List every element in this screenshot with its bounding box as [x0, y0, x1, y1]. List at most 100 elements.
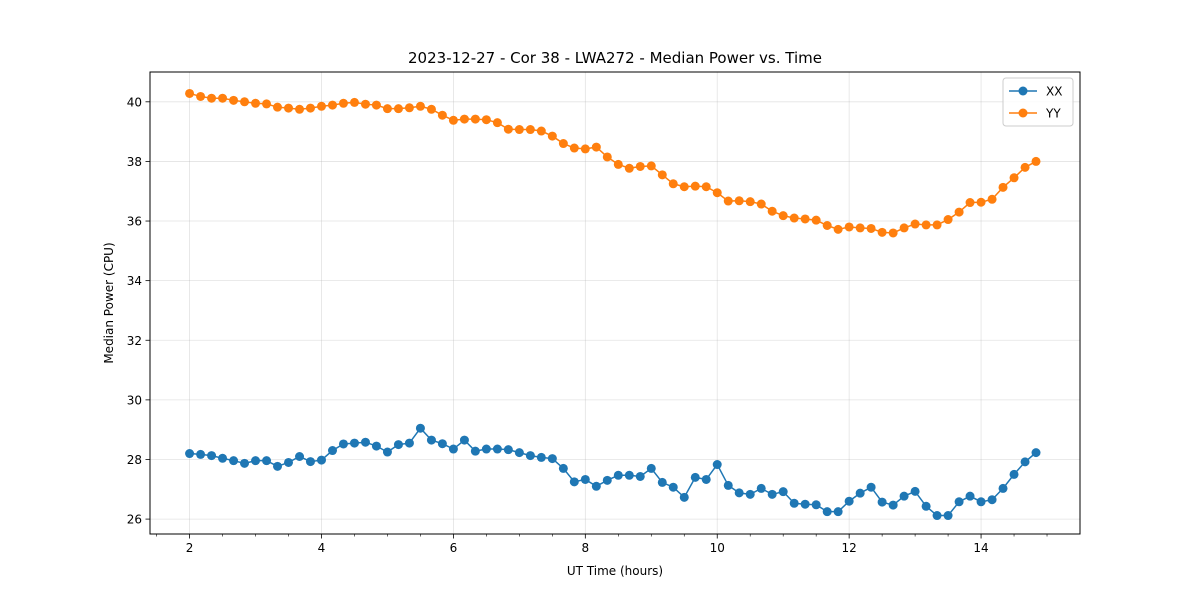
data-point-yy — [943, 215, 953, 225]
x-tick-label: 4 — [318, 541, 326, 555]
y-tick-label: 32 — [127, 334, 142, 348]
data-point-yy — [273, 102, 282, 112]
data-point-xx — [536, 452, 546, 462]
data-point-xx — [262, 456, 272, 466]
y-tick-label: 36 — [127, 215, 142, 229]
data-point-xx — [470, 446, 480, 456]
data-point-yy — [613, 159, 623, 169]
data-point-xx — [954, 497, 964, 507]
data-point-xx — [207, 451, 217, 461]
data-point-xx — [701, 474, 711, 484]
data-point-yy — [778, 211, 788, 221]
data-point-yy — [569, 143, 579, 153]
data-point-yy — [437, 110, 447, 120]
data-point-xx — [481, 444, 491, 454]
data-point-xx — [547, 454, 557, 464]
data-point-yy — [712, 188, 722, 198]
x-tick-label: 2 — [186, 541, 194, 555]
data-point-xx — [679, 492, 689, 502]
data-point-xx — [943, 511, 953, 521]
data-point-xx — [240, 458, 250, 468]
data-point-xx — [514, 448, 524, 458]
y-tick-label: 40 — [127, 95, 142, 109]
data-point-yy — [987, 194, 997, 204]
legend-box — [1002, 77, 1074, 127]
data-point-yy — [855, 223, 865, 233]
data-point-xx — [866, 482, 876, 492]
y-tick-label: 26 — [127, 513, 142, 527]
data-point-yy — [1020, 162, 1030, 172]
legend-marker — [1018, 86, 1028, 96]
data-point-xx — [503, 445, 513, 455]
data-point-yy — [251, 98, 261, 108]
data-point-yy — [668, 179, 678, 189]
data-point-yy — [393, 104, 403, 114]
y-tick-label: 38 — [127, 155, 142, 169]
data-point-xx — [1031, 448, 1041, 458]
legend: XX YY — [1002, 77, 1074, 127]
x-tick-label: 12 — [842, 541, 857, 555]
data-point-xx — [229, 456, 239, 466]
data-point-xx — [932, 511, 942, 521]
data-point-xx — [921, 501, 931, 511]
data-point-xx — [767, 489, 777, 499]
data-point-xx — [448, 444, 458, 454]
data-point-xx — [316, 455, 326, 465]
data-point-yy — [481, 115, 491, 125]
data-point-yy — [470, 114, 480, 124]
x-axis-title: UT Time (hours) — [567, 564, 663, 578]
data-point-yy — [888, 228, 898, 238]
data-point-yy — [745, 197, 755, 207]
legend-entry-xx: XX — [1009, 85, 1062, 99]
data-point-xx — [558, 463, 568, 473]
data-point-yy — [690, 181, 700, 191]
data-point-xx — [393, 440, 403, 450]
legend-label: XX — [1046, 85, 1062, 99]
data-point-yy — [624, 163, 634, 173]
data-point-xx — [349, 438, 359, 448]
data-point-yy — [866, 223, 876, 233]
data-point-yy — [328, 100, 337, 110]
data-point-xx — [569, 477, 579, 487]
data-point-xx — [613, 470, 623, 480]
data-point-yy — [734, 196, 744, 206]
data-point-yy — [998, 182, 1008, 192]
data-point-xx — [525, 451, 535, 461]
plot-frame — [149, 71, 1081, 535]
data-point-xx — [382, 447, 392, 457]
data-point-xx — [910, 486, 920, 496]
data-point-yy — [844, 222, 854, 232]
data-point-xx — [833, 507, 843, 517]
data-point-yy — [1009, 173, 1019, 183]
data-point-xx — [251, 456, 261, 466]
data-point-xx — [404, 438, 414, 448]
data-point-yy — [767, 206, 777, 216]
data-point-yy — [789, 213, 799, 223]
legend-entry-yy: YY — [1009, 107, 1061, 121]
data-point-yy — [349, 97, 359, 107]
data-point-xx — [690, 472, 700, 482]
x-tick-label: 8 — [581, 541, 589, 555]
data-point-yy — [1031, 156, 1041, 166]
data-point-xx — [492, 444, 502, 454]
data-point-yy — [580, 144, 590, 154]
data-point-yy — [635, 161, 645, 171]
data-point-xx — [185, 449, 195, 459]
data-point-yy — [196, 91, 206, 101]
data-point-yy — [723, 196, 733, 206]
data-point-yy — [448, 115, 458, 125]
data-point-yy — [382, 104, 392, 114]
data-point-xx — [371, 441, 381, 451]
data-point-yy — [229, 95, 239, 105]
data-point-xx — [305, 457, 315, 467]
data-point-yy — [262, 99, 272, 109]
data-point-yy — [591, 142, 601, 152]
data-point-yy — [833, 224, 843, 234]
data-point-yy — [426, 104, 436, 114]
data-point-xx — [338, 439, 348, 449]
y-tick-label: 28 — [127, 453, 142, 467]
x-tick-label: 14 — [973, 541, 988, 555]
data-point-yy — [877, 227, 887, 237]
data-point-yy — [503, 124, 513, 134]
